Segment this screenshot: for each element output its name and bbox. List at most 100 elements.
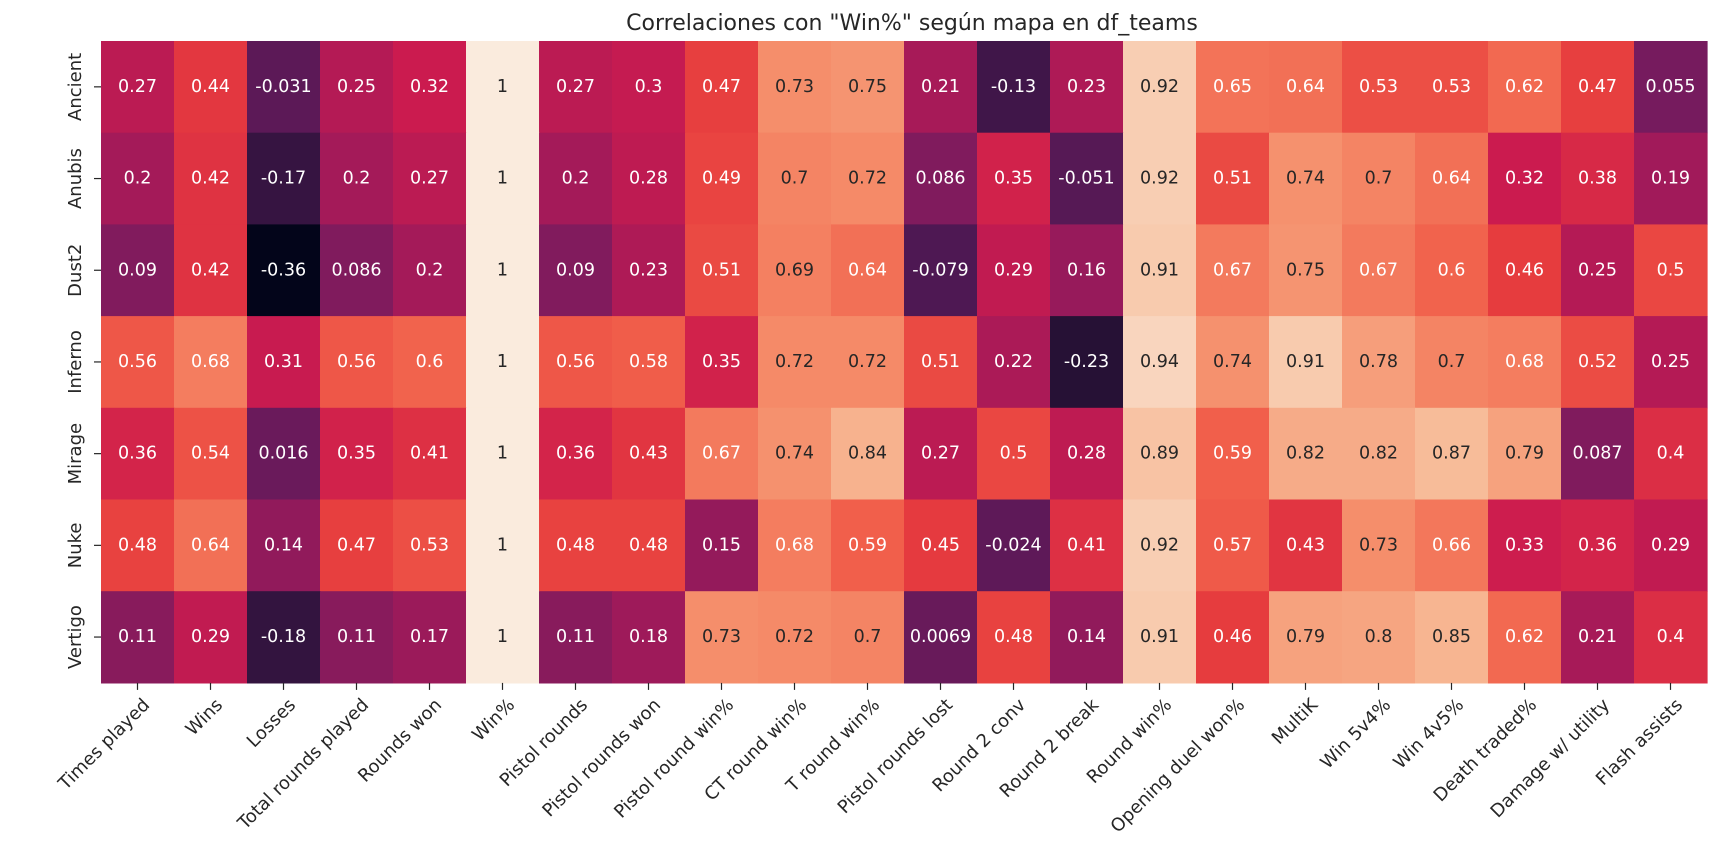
cell-value-label: 0.21 [921, 77, 960, 97]
heatmap-cell [1050, 499, 1124, 592]
heatmap-cell [1488, 499, 1562, 592]
cell-value-label: 0.53 [410, 535, 449, 555]
heatmap-cell [904, 132, 978, 225]
heatmap-cell [539, 224, 613, 317]
heatmap-cell [247, 41, 321, 134]
cell-value-label: 0.27 [410, 169, 449, 189]
cell-value-label: 0.16 [1067, 260, 1106, 280]
heatmap-cell [904, 41, 978, 134]
heatmap-cell [1488, 407, 1562, 501]
heatmap-cell [612, 224, 686, 317]
heatmap-cell [977, 591, 1051, 684]
cell-value-label: 0.35 [702, 352, 741, 372]
heatmap-cell [1050, 132, 1124, 225]
heatmap-cell [831, 41, 905, 134]
cell-value-label: 0.23 [629, 260, 668, 280]
cell-value-label: 0.91 [1140, 260, 1179, 280]
cell-value-label: 0.73 [775, 77, 814, 97]
heatmap-cell [174, 132, 248, 225]
y-tick-label: Ancient [65, 53, 86, 121]
heatmap-cell [1634, 407, 1708, 501]
heatmap-cell [1342, 499, 1416, 592]
heatmap-cell [1415, 316, 1489, 409]
cell-value-label: 0.67 [702, 444, 741, 464]
heatmap-cell [101, 132, 175, 225]
cell-value-label: 0.46 [1505, 260, 1544, 280]
cell-value-label: 0.33 [1505, 535, 1544, 555]
cell-value-label: 0.87 [1432, 444, 1471, 464]
cell-value-label: 0.016 [258, 444, 308, 464]
cell-value-label: 0.66 [1432, 535, 1471, 555]
heatmap-cell [1488, 316, 1562, 409]
cell-value-label: 0.29 [994, 260, 1033, 280]
heatmap-cell [101, 316, 175, 409]
cell-value-label: 1 [497, 535, 508, 555]
heatmap-cell [831, 224, 905, 317]
cell-value-label: 0.27 [118, 77, 157, 97]
heatmap-cell [1342, 41, 1416, 134]
cell-value-label: 0.59 [848, 535, 887, 555]
cell-value-label: 0.2 [124, 169, 152, 189]
heatmap-cells [101, 41, 1708, 684]
cell-value-label: 0.055 [1645, 77, 1695, 97]
cell-value-label: 1 [497, 627, 508, 647]
cell-value-label: 0.62 [1505, 627, 1544, 647]
cell-value-label: 0.47 [1578, 77, 1617, 97]
cell-value-label: 0.51 [702, 260, 741, 280]
cell-value-label: 1 [497, 444, 508, 464]
cell-value-label: 0.4 [1657, 444, 1685, 464]
heatmap-cell [1488, 591, 1562, 684]
heatmap-cell [539, 499, 613, 592]
cell-value-label: 0.18 [629, 627, 668, 647]
heatmap-cell [320, 132, 394, 225]
heatmap-cell [685, 316, 759, 409]
heatmap-cell [539, 132, 613, 225]
heatmap-cell [1269, 41, 1343, 134]
cell-value-label: 0.14 [1067, 627, 1106, 647]
cell-value-label: 0.92 [1140, 535, 1179, 555]
cell-value-label: 0.29 [1651, 535, 1690, 555]
cell-value-label: 0.27 [556, 77, 595, 97]
heatmap-cell [904, 224, 978, 317]
heatmap-cell [1634, 41, 1708, 134]
heatmap-cell [320, 591, 394, 684]
heatmap-cell [393, 41, 467, 134]
cell-value-label: 0.6 [1438, 260, 1466, 280]
heatmap-cell [320, 316, 394, 409]
cell-value-label: 0.67 [1213, 260, 1252, 280]
heatmap-cell [904, 316, 978, 409]
heatmap-cell [466, 132, 540, 225]
heatmap-cell [247, 224, 321, 317]
cell-value-label: 0.62 [1505, 77, 1544, 97]
heatmap-cell [393, 407, 467, 501]
heatmap-cell [1415, 591, 1489, 684]
cell-value-label: 0.5 [1657, 260, 1685, 280]
heatmap-cell [977, 316, 1051, 409]
cell-value-label: 0.36 [1578, 535, 1617, 555]
heatmap-cell [1561, 591, 1635, 684]
cell-value-label: 0.56 [337, 352, 376, 372]
cell-value-label: 0.0069 [910, 627, 971, 647]
cell-value-label: 0.11 [118, 627, 157, 647]
cell-value-label: 0.82 [1359, 444, 1398, 464]
heatmap-cell [1342, 591, 1416, 684]
cell-value-label: 0.11 [337, 627, 376, 647]
heatmap-cell [685, 41, 759, 134]
heatmap-cell [1634, 224, 1708, 317]
heatmap-cell [174, 224, 248, 317]
cell-value-label: 0.47 [337, 535, 376, 555]
cell-value-label: 0.64 [1432, 169, 1471, 189]
heatmap-cell [1196, 591, 1270, 684]
cell-value-label: 0.58 [629, 352, 668, 372]
heatmap-cell [1342, 224, 1416, 317]
cell-value-label: 0.64 [1286, 77, 1325, 97]
cell-value-label: 0.48 [629, 535, 668, 555]
heatmap-cell [1488, 41, 1562, 134]
heatmap-cell [1634, 132, 1708, 225]
heatmap-cell [1415, 499, 1489, 592]
heatmap-cell [612, 316, 686, 409]
heatmap-cell [1488, 132, 1562, 225]
cell-value-label: 0.91 [1140, 627, 1179, 647]
heatmap-cell [758, 407, 832, 501]
